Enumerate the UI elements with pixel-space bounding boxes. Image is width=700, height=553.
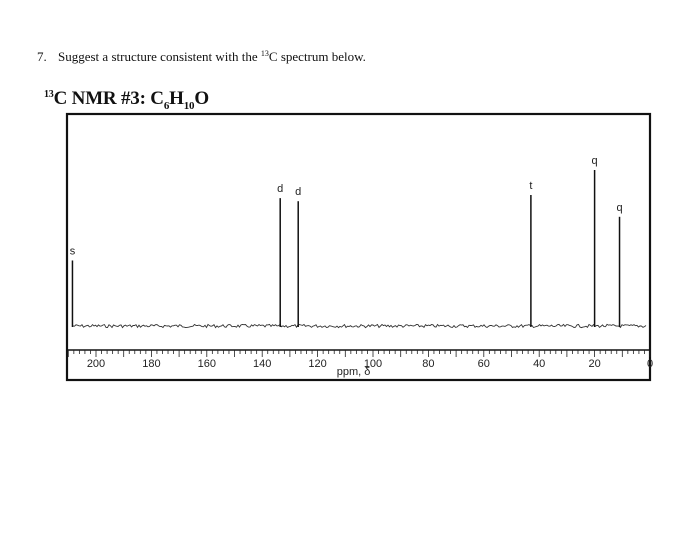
peak-multiplicity-label: t — [529, 180, 532, 192]
peak-multiplicity-label: d — [277, 183, 283, 195]
formula-o: O — [194, 88, 209, 109]
x-tick-label: 60 — [478, 358, 490, 370]
formula-h: H — [169, 88, 184, 109]
plot-frame — [65, 112, 652, 382]
x-tick-label: 160 — [198, 358, 216, 370]
formula-c-count: 6 — [163, 100, 170, 112]
x-axis-label: ppm, δ — [337, 366, 371, 378]
formula-h-count: 10 — [183, 100, 195, 112]
x-tick-label: 120 — [308, 358, 326, 370]
chart-title: 13C NMR #3: C6H10O — [44, 88, 209, 112]
peak-multiplicity-label: q — [592, 155, 598, 167]
title-formula: C6H10O — [150, 88, 209, 112]
x-tick-label: 0 — [647, 358, 653, 370]
peak-multiplicity-label: d — [295, 186, 301, 198]
x-tick-label: 80 — [422, 358, 434, 370]
x-tick-label: 140 — [253, 358, 271, 370]
peak-multiplicity-label: q — [616, 202, 622, 214]
x-tick-label: 20 — [588, 358, 600, 370]
isotope-superscript: 13 — [260, 49, 269, 58]
question-text: 7. Suggest a structure consistent with t… — [37, 49, 366, 65]
x-tick-label: 180 — [142, 358, 160, 370]
spectrum-baseline — [72, 323, 647, 329]
x-tick-label: 40 — [533, 358, 545, 370]
x-tick-label: 200 — [87, 358, 105, 370]
formula-c: C — [150, 88, 164, 109]
title-label: C NMR #3: — [53, 88, 146, 109]
question-number: 7. — [37, 49, 47, 64]
question-text-before: Suggest a structure consistent with the — [58, 49, 258, 64]
peak-multiplicity-label: s — [70, 245, 76, 257]
question-text-after: C spectrum below. — [268, 49, 366, 64]
title-isotope: 13 — [44, 89, 54, 100]
x-tick-label: 100 — [364, 358, 382, 370]
